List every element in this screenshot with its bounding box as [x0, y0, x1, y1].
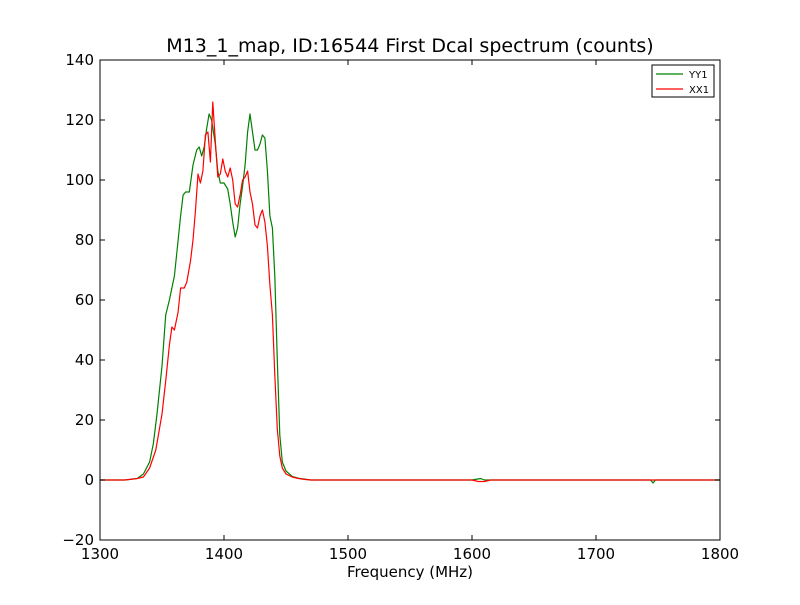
y-tick-label: 20 [75, 411, 94, 429]
y-tick-label: 120 [65, 111, 94, 129]
legend-label-yy1: YY1 [688, 70, 708, 81]
x-tick-label: 1800 [701, 545, 739, 563]
legend-label-xx1: XX1 [689, 85, 709, 96]
legend-box [651, 64, 715, 98]
x-tick-label: 1300 [81, 545, 119, 563]
x-tick-label: 1600 [453, 545, 491, 563]
x-tick-label: 1700 [577, 545, 615, 563]
chart-title: M13_1_map, ID:16544 First Dcal spectrum … [166, 35, 653, 57]
y-tick-label: 60 [75, 291, 94, 309]
y-tick-label: −20 [62, 531, 94, 549]
series-line-xx1 [100, 101, 720, 483]
y-tick-label: 100 [65, 171, 94, 189]
x-tick-label: 1500 [329, 545, 367, 563]
x-tick-label: 1400 [205, 545, 243, 563]
data-lines [100, 101, 720, 484]
axis-ticks: 1300 1400 1500 1600 1700 1800 −20 0 20 40 60 80 100 1… [62, 51, 739, 563]
x-axis-label: Frequency (MHz) [347, 563, 473, 581]
y-tick-label: 0 [84, 471, 94, 489]
y-tick-label: 80 [75, 231, 94, 249]
y-tick-label: 40 [75, 351, 94, 369]
y-tick-label: 140 [65, 51, 94, 69]
